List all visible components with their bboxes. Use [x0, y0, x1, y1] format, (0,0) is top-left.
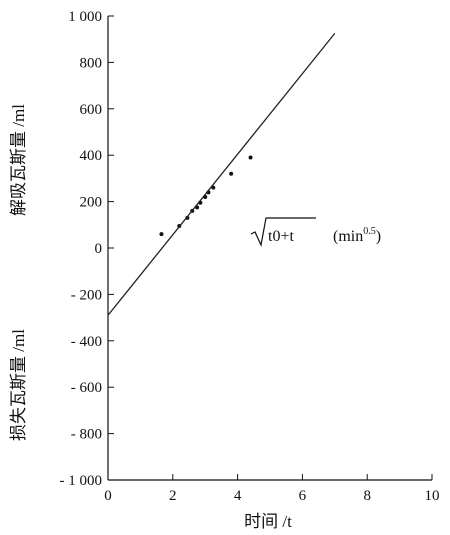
y-tick-label: - 1 000 [60, 473, 103, 489]
formula-annotation: t0+t (min0.5) [250, 217, 381, 247]
chart-marks [107, 32, 336, 316]
ticks: 1 000 800 600 400 200 0 - 200 - 400 - 600 - 800 - … [60, 9, 440, 504]
y-tick-label: - 600 [71, 380, 102, 396]
unit-text: (min0.5) [333, 226, 381, 245]
axis-labels: 解吸瓦斯量 /ml 损失瓦斯量 /ml 时间 /t [9, 104, 292, 531]
axes [107, 16, 432, 481]
x-tick-label: 6 [299, 488, 307, 504]
data-point [159, 232, 164, 237]
data-point [229, 171, 234, 176]
x-tick-label: 2 [169, 488, 177, 504]
data-point [248, 155, 253, 160]
y-axis-label-lower: 损失瓦斯量 /ml [9, 329, 28, 441]
y-tick-label: 400 [80, 148, 103, 164]
radical-sign-icon [250, 217, 316, 247]
unit-exponent: 0.5 [363, 226, 376, 237]
y-tick-label: - 800 [71, 427, 102, 443]
x-tick-label: 0 [104, 488, 112, 504]
x-tick-label: 10 [425, 488, 440, 504]
y-tick-label: 0 [95, 241, 103, 257]
radical-text: t0+t [268, 228, 294, 245]
y-tick-label: 600 [80, 102, 103, 118]
x-tick-label: 8 [363, 488, 371, 504]
y-axis-label-upper: 解吸瓦斯量 /ml [9, 104, 28, 216]
y-tick-label: - 400 [71, 334, 102, 350]
unit-open: (min [333, 228, 363, 245]
y-tick-label: 800 [80, 55, 103, 71]
y-tick-label: 200 [80, 195, 103, 211]
x-axis-label: 时间 /t [244, 512, 292, 531]
y-tick-label: - 200 [71, 287, 102, 303]
x-tick-label: 4 [234, 488, 242, 504]
fit-line [107, 32, 336, 316]
y-tick-label: 1 000 [68, 9, 102, 25]
unit-close: ) [376, 228, 381, 245]
